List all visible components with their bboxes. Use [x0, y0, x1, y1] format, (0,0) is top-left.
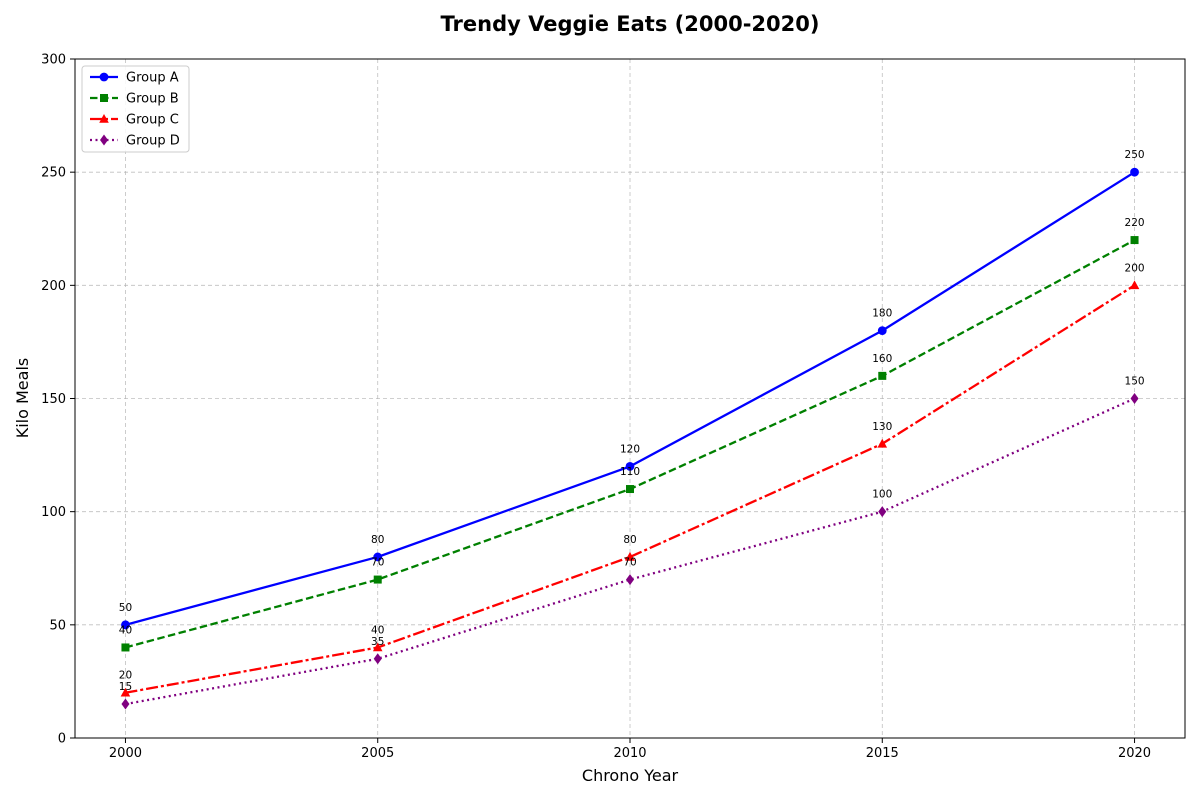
series-group-a	[121, 167, 1139, 630]
data-label: 35	[371, 636, 384, 648]
data-point	[373, 653, 382, 665]
data-point	[373, 552, 383, 562]
data-label: 130	[872, 421, 892, 433]
data-point	[1130, 236, 1139, 245]
legend-marker	[99, 114, 109, 123]
data-label: 180	[872, 308, 892, 320]
legend-marker	[99, 72, 109, 82]
data-point	[625, 462, 635, 471]
data-point	[1129, 280, 1140, 290]
data-point	[878, 371, 887, 380]
x-tick-label: 2020	[1118, 746, 1151, 761]
legend: Group A Group B Group C Group D	[81, 65, 190, 153]
data-label: 200	[1125, 262, 1145, 274]
series-group-d	[121, 393, 1139, 710]
data-label: 120	[620, 443, 640, 455]
data-point	[372, 642, 383, 652]
series-line	[125, 284, 1136, 694]
data-label: 70	[623, 557, 636, 569]
data-point	[626, 485, 634, 494]
x-tick-label: 2005	[361, 746, 394, 761]
data-label: 20	[119, 670, 132, 682]
x-axis-label: Chrono Year	[582, 766, 679, 785]
x-tick-label: 2015	[866, 746, 899, 761]
data-point	[877, 438, 888, 448]
legend-item: Group C	[90, 113, 179, 128]
data-label: 80	[623, 534, 636, 546]
x-tick-label: 2010	[613, 746, 646, 761]
data-label: 100	[872, 489, 892, 501]
data-point	[877, 326, 887, 335]
data-label: 70	[371, 557, 384, 569]
data-label: 160	[872, 353, 892, 365]
legend-marker	[100, 94, 108, 102]
data-point	[1130, 167, 1139, 177]
data-label: 40	[119, 624, 132, 636]
y-tick-label: 200	[41, 279, 66, 294]
data-label: 15	[119, 681, 132, 693]
series-lines	[120, 167, 1140, 710]
data-point	[120, 687, 131, 697]
legend-label: Group D	[126, 134, 180, 149]
data-label: 110	[620, 466, 640, 478]
data-point	[121, 698, 130, 710]
chart-title: Trendy Veggie Eats (2000-2020)	[441, 12, 820, 36]
series-line	[125, 397, 1136, 706]
data-labels: 50 80 120 180 250 40 70 110 160 220 20 40 80 130 200 15…	[119, 149, 1145, 693]
data-label: 220	[1125, 217, 1145, 229]
data-label: 50	[119, 602, 132, 614]
data-point	[625, 551, 635, 561]
x-tick-label: 2000	[109, 746, 142, 761]
y-tick-label: 100	[41, 505, 66, 520]
series-group-c	[120, 280, 1140, 697]
data-point	[878, 506, 887, 518]
y-tick-label: 300	[41, 53, 66, 68]
y-axis-label: Kilo Meals	[13, 358, 32, 439]
data-label: 250	[1125, 149, 1145, 161]
legend-label: Group C	[126, 113, 179, 128]
data-label: 40	[371, 624, 384, 636]
legend-label: Group B	[126, 92, 179, 107]
data-point	[373, 575, 382, 584]
data-label: 80	[371, 534, 384, 546]
legend-marker	[100, 134, 108, 146]
data-point	[121, 643, 130, 652]
data-point	[626, 574, 634, 586]
y-tick-label: 0	[58, 732, 66, 747]
legend-item: Group D	[90, 134, 180, 149]
y-tick-label: 150	[41, 392, 66, 407]
legend-item: Group B	[90, 92, 179, 107]
data-label: 150	[1125, 376, 1145, 388]
grid-lines	[75, 58, 1185, 739]
data-point	[121, 620, 130, 630]
legend-box	[81, 65, 190, 153]
series-group-b	[121, 236, 1139, 652]
data-point	[1130, 393, 1139, 404]
y-tick-label: 50	[49, 618, 66, 633]
legend-item: Group A	[90, 71, 179, 86]
legend-label: Group A	[126, 71, 179, 86]
y-tick-label: 250	[41, 166, 66, 181]
